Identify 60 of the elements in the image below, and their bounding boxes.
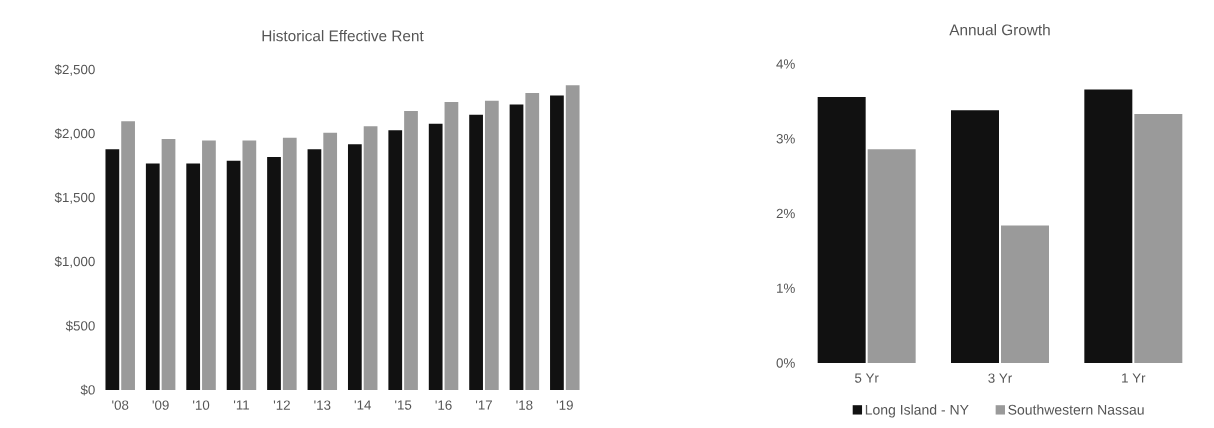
bar — [226, 160, 241, 390]
bar — [242, 140, 257, 390]
bar — [161, 139, 176, 390]
chart-title: Historical Effective Rent — [262, 30, 424, 42]
legend-label: Long Island - NY — [865, 404, 969, 418]
bar — [817, 96, 866, 363]
bar — [307, 149, 322, 390]
x-tick-label: '12 — [273, 400, 290, 410]
y-tick-label: $500 — [65, 320, 95, 332]
x-tick-label: '14 — [354, 400, 372, 410]
chart-title: Annual Growth — [949, 24, 1050, 36]
bar — [565, 85, 580, 390]
y-tick-label: 4% — [776, 59, 795, 69]
x-tick-label: '16 — [435, 400, 452, 410]
y-tick-label: $2,500 — [54, 64, 95, 76]
y-tick-label: $0 — [80, 384, 95, 396]
bar — [550, 95, 564, 390]
y-tick-label: 2% — [776, 208, 795, 219]
y-tick-label: $1,500 — [54, 192, 95, 204]
bar — [202, 140, 216, 390]
bar — [282, 137, 297, 390]
x-tick-label: '18 — [516, 400, 533, 410]
bar — [347, 144, 362, 390]
y-tick-label: 3% — [776, 134, 795, 144]
bar — [323, 132, 338, 390]
bar — [267, 157, 281, 390]
bar — [525, 93, 540, 390]
bar — [444, 101, 459, 390]
bar — [951, 110, 999, 363]
x-tick-label: '10 — [193, 400, 210, 410]
x-tick-label: '08 — [112, 400, 129, 410]
x-tick-label: '19 — [556, 400, 573, 410]
x-tick-label: '17 — [475, 400, 492, 410]
bar — [363, 126, 378, 390]
bar — [404, 110, 418, 390]
x-tick-label: '15 — [395, 400, 412, 410]
bar — [428, 123, 443, 390]
x-tick-label: 5 Yr — [854, 373, 879, 383]
y-tick-label: $1,000 — [54, 256, 95, 268]
legend-label: Southwestern Nassau — [1008, 404, 1144, 415]
bar — [1084, 89, 1133, 363]
x-tick-label: '13 — [314, 400, 331, 410]
y-tick-label: $2,000 — [54, 128, 95, 140]
bar — [469, 114, 483, 390]
bar — [1134, 114, 1183, 363]
x-tick-label: '09 — [152, 400, 169, 410]
bar — [1001, 225, 1049, 363]
bar — [484, 100, 499, 390]
bar — [388, 130, 403, 390]
x-tick-label: '11 — [233, 400, 250, 410]
bar — [121, 121, 135, 390]
x-tick-label: 1 Yr — [1122, 373, 1146, 383]
y-tick-label: 0% — [776, 358, 795, 368]
y-tick-label: 1% — [777, 283, 795, 293]
x-tick-label: 3 Yr — [988, 373, 1012, 383]
bar — [145, 163, 160, 390]
bar — [867, 149, 916, 363]
bar — [186, 163, 201, 390]
bar — [105, 149, 120, 390]
bar — [509, 104, 524, 390]
